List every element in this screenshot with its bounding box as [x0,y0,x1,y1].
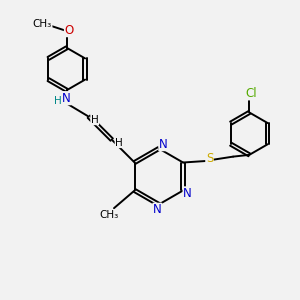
Text: O: O [64,24,74,37]
Text: CH₃: CH₃ [33,19,52,29]
Text: N: N [62,92,71,105]
Text: H: H [91,115,99,125]
Text: N: N [153,203,162,216]
Text: N: N [183,187,192,200]
Text: H: H [54,95,62,106]
Text: H: H [115,138,123,148]
Text: CH₃: CH₃ [99,210,118,220]
Text: S: S [206,152,213,165]
Text: Cl: Cl [245,87,256,100]
Text: N: N [159,138,168,151]
